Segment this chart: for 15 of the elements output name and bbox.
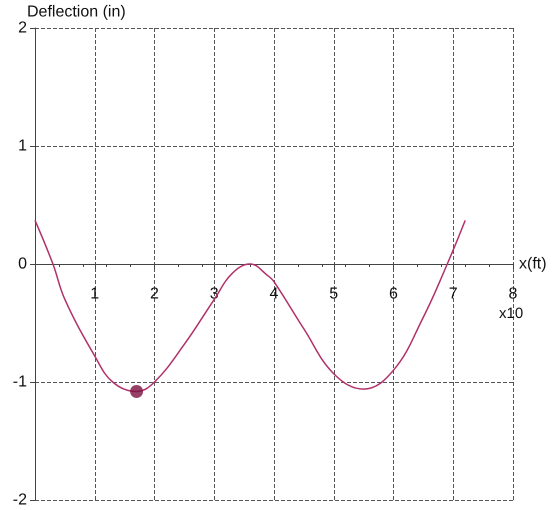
x-tick-label: 1 — [90, 286, 100, 302]
annotation: x10 — [499, 305, 524, 322]
x-tick-label: 7 — [448, 286, 458, 302]
y-tick-label: 2 — [18, 20, 28, 36]
x-tick-label: 5 — [329, 286, 338, 302]
y-tick-label: -1 — [12, 374, 28, 390]
x-tick-label: 6 — [389, 286, 398, 302]
x-axis-title: x(ft) — [519, 256, 547, 272]
y-axis-title: Deflection (in) — [27, 4, 126, 21]
x-tick-label: 2 — [150, 286, 160, 302]
x-tick-label: 8 — [508, 286, 518, 302]
y-tick-label: 0 — [18, 256, 28, 272]
x-tick-label: 4 — [270, 286, 279, 302]
y-tick-label: -2 — [12, 492, 28, 508]
y-tick-label: 1 — [18, 138, 28, 154]
